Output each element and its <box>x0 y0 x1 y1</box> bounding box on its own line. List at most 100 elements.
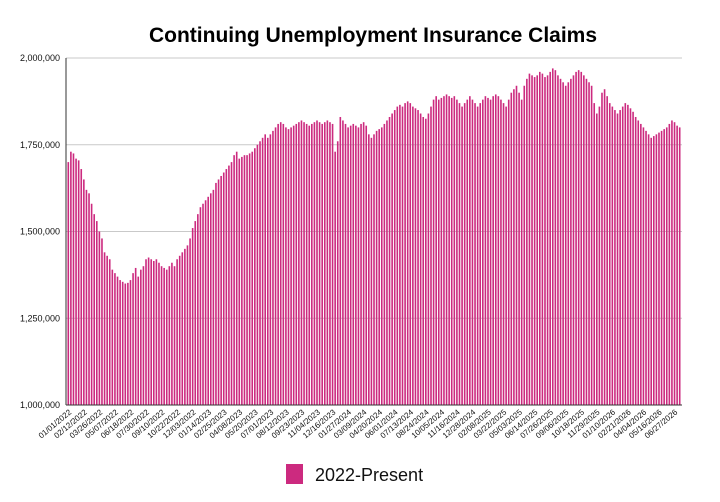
bar <box>676 125 678 405</box>
bar <box>487 97 489 406</box>
bar <box>152 261 155 405</box>
bar <box>437 99 440 405</box>
bar <box>342 120 344 406</box>
bar <box>559 78 562 405</box>
bar <box>562 82 564 405</box>
bar <box>541 73 544 406</box>
bar <box>531 75 533 405</box>
bar <box>233 155 235 405</box>
bar <box>432 99 435 405</box>
bar <box>380 127 383 406</box>
bar <box>642 127 645 406</box>
bar <box>393 110 396 406</box>
bar <box>189 238 191 405</box>
bar <box>373 134 375 405</box>
bar <box>316 120 318 406</box>
bar <box>391 113 393 406</box>
bar <box>119 280 121 405</box>
bar <box>186 245 189 405</box>
bar <box>259 141 261 405</box>
bar <box>173 266 176 405</box>
bar <box>567 82 570 405</box>
x-tick-labels: 01/01/202202/12/202203/26/202205/07/2022… <box>37 407 680 440</box>
bar <box>264 134 266 405</box>
bar <box>611 106 614 405</box>
bar <box>191 228 194 405</box>
bar <box>466 99 469 405</box>
bar <box>528 73 531 406</box>
bar <box>90 203 93 405</box>
bars <box>67 68 681 406</box>
bar <box>386 120 388 406</box>
bar <box>593 103 596 406</box>
bar <box>658 132 660 405</box>
bar <box>603 89 606 405</box>
bar <box>269 134 272 405</box>
bar <box>308 125 311 405</box>
bar <box>580 71 583 405</box>
bar <box>673 122 676 405</box>
bar <box>305 123 308 406</box>
bar <box>352 123 355 406</box>
bar <box>145 259 147 405</box>
bar <box>339 116 342 406</box>
bar <box>127 282 129 405</box>
bar <box>399 104 401 405</box>
bar <box>349 125 352 405</box>
bar <box>178 255 181 405</box>
bar <box>502 103 505 406</box>
bar <box>572 75 575 405</box>
bar <box>650 137 653 405</box>
bar <box>401 106 404 405</box>
bar <box>103 252 106 405</box>
bar <box>300 120 303 406</box>
bar <box>323 122 326 405</box>
bar <box>450 97 453 406</box>
bar <box>121 281 124 405</box>
bar <box>70 151 72 405</box>
bar <box>160 266 163 405</box>
y-tick-label: 1,750,000 <box>20 140 60 150</box>
bar <box>137 276 140 405</box>
bar <box>318 122 321 405</box>
y-tick-label: 2,000,000 <box>20 53 60 63</box>
bar <box>243 155 246 405</box>
bar <box>111 269 114 405</box>
bar <box>368 134 370 405</box>
bar <box>279 122 282 405</box>
bar <box>114 273 116 405</box>
bar <box>596 113 598 406</box>
bar <box>445 94 448 405</box>
bar <box>194 221 197 405</box>
bar <box>497 96 500 406</box>
bar <box>629 108 632 405</box>
bar <box>435 96 437 406</box>
bar <box>484 96 487 406</box>
bar <box>494 94 497 405</box>
bar <box>230 162 233 405</box>
bar <box>489 99 492 405</box>
bar <box>67 162 70 405</box>
bar <box>632 111 634 405</box>
bar <box>277 123 279 406</box>
bar <box>440 97 443 406</box>
bar <box>238 158 241 405</box>
bar <box>652 136 655 405</box>
bar <box>235 151 238 405</box>
bar <box>492 96 494 406</box>
bar <box>671 120 673 406</box>
bar <box>204 200 207 405</box>
bar <box>544 77 546 405</box>
bar <box>608 103 611 406</box>
bar <box>331 123 334 406</box>
bar <box>601 92 603 405</box>
bar <box>640 123 642 406</box>
bar <box>422 116 425 406</box>
bar <box>292 125 295 405</box>
bar <box>624 103 627 406</box>
bar <box>72 153 75 405</box>
bar <box>256 144 259 405</box>
bar <box>619 110 621 406</box>
bar <box>533 77 536 405</box>
